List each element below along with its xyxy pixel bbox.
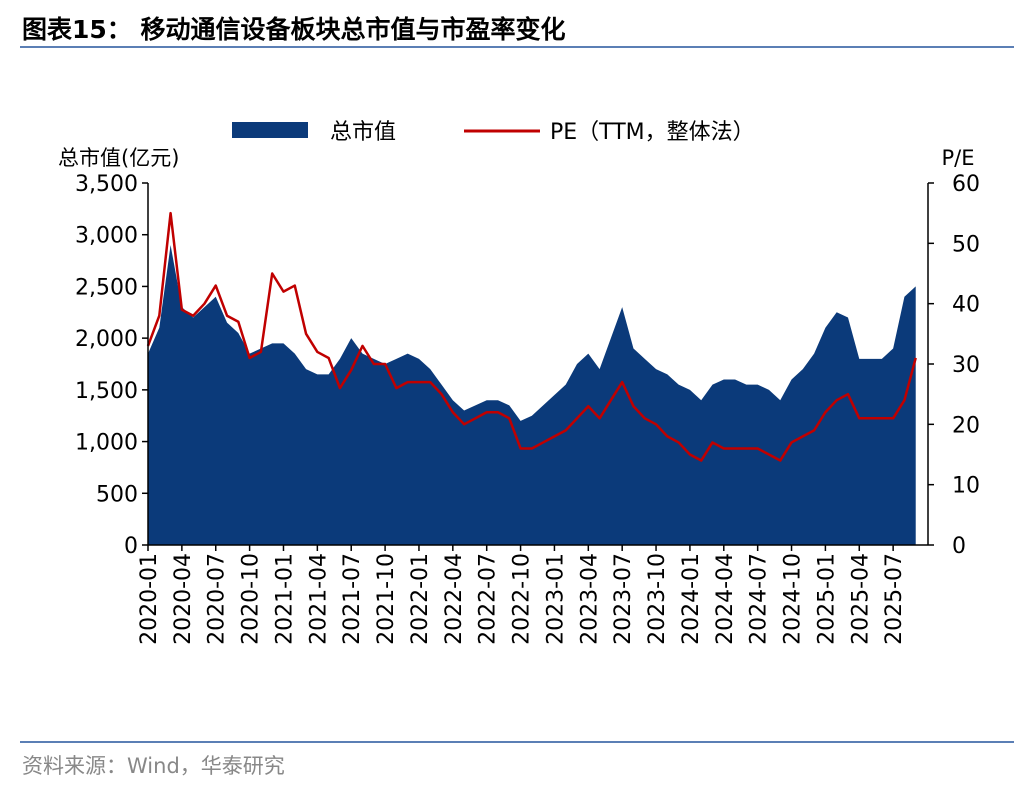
x-tick-label: 2020-07 [205, 553, 230, 645]
x-tick-label: 2023-04 [577, 553, 602, 645]
x-tick-label: 2022-10 [510, 553, 535, 645]
x-tick-label: 2024-07 [747, 553, 772, 645]
x-tick-label: 2022-01 [408, 553, 433, 645]
x-tick-label: 2021-07 [340, 553, 365, 645]
line [146, 211, 917, 462]
source: 资料来源：Wind，华泰研究 [22, 754, 285, 778]
x-tick-label: 2024-04 [713, 553, 738, 645]
x-tick-label: 2024-10 [781, 553, 806, 645]
y-tick-label: 1,000 [75, 431, 138, 456]
x-tick-label: 2022-04 [442, 553, 467, 645]
legend-label: PE（TTM，整体法） [550, 120, 755, 145]
x-tick-label: 2020-01 [137, 553, 162, 645]
y-tick-label: 2,500 [75, 275, 138, 300]
x-tick-label: 2023-07 [611, 553, 636, 645]
x-tick-label: 2021-10 [374, 553, 399, 645]
y-tick-label: 500 [96, 482, 138, 507]
y2-tick-label: 40 [952, 293, 980, 318]
chart-title: 图表15： 移动通信设备板块总市值与市盈率变化 [22, 15, 566, 44]
legend-label: 总市值 [330, 120, 396, 145]
y2-tick-label: 60 [952, 172, 980, 197]
y-tick-label: 1,500 [75, 379, 138, 404]
y-tick-label: 3,500 [75, 172, 138, 197]
x-tick-label: 2021-04 [306, 553, 331, 645]
x-tick-label: 2020-10 [239, 553, 264, 645]
x-tick-label: 2021-01 [272, 553, 297, 645]
y2-axis-label: P/E [941, 146, 974, 170]
x-tick-label: 2023-01 [543, 553, 568, 645]
y2-tick-label: 50 [952, 232, 980, 257]
x-tick-label: 2025-07 [882, 553, 907, 645]
y-tick-label: 0 [124, 534, 138, 559]
x-tick-label: 2025-01 [814, 553, 839, 645]
y2-tick-label: 10 [952, 474, 980, 499]
x-tick-label: 2020-04 [171, 553, 196, 645]
legend-swatch [232, 122, 308, 138]
x-tick-label: 2022-07 [476, 553, 501, 645]
y-tick-label: 3,000 [75, 224, 138, 249]
area [148, 245, 916, 546]
y2-tick-label: 0 [952, 534, 966, 559]
y2-tick-label: 20 [952, 413, 980, 438]
x-tick-label: 2023-10 [645, 553, 670, 645]
x-tick-label: 2025-04 [848, 553, 873, 645]
y-tick-label: 2,000 [75, 327, 138, 352]
x-tick-label: 2024-01 [679, 553, 704, 645]
y-axis-label: 总市值(亿元) [58, 146, 179, 170]
y2-tick-label: 30 [952, 353, 980, 378]
